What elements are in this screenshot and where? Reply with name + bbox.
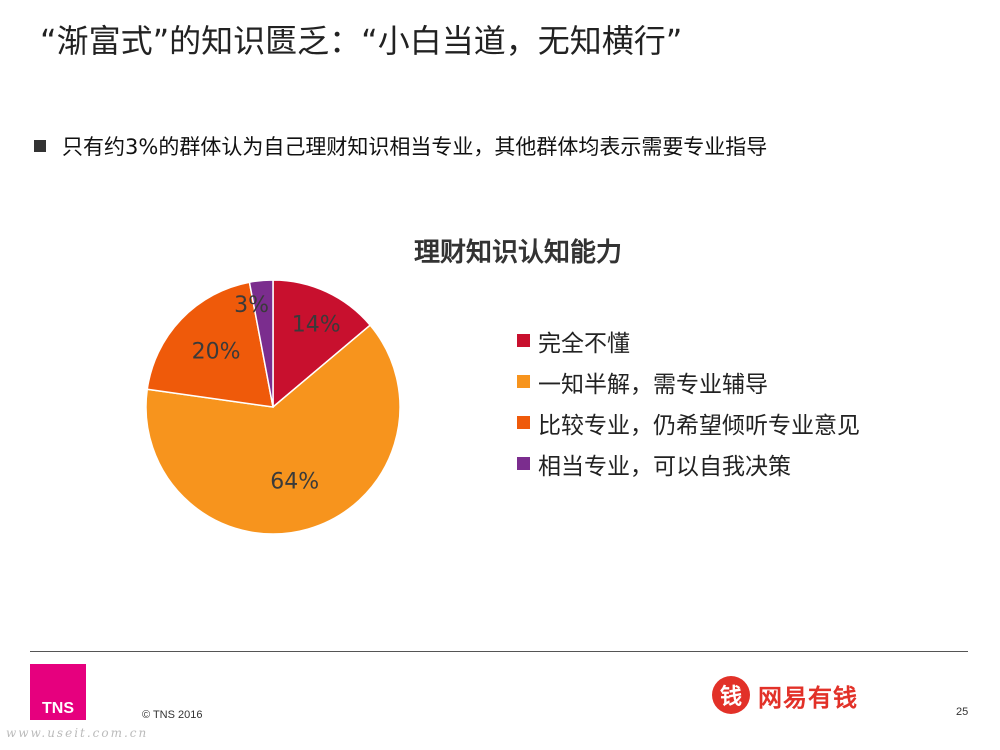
footer-divider: [30, 651, 968, 652]
legend-label: 相当专业，可以自我决策: [538, 453, 791, 480]
pie-slice-1: [145, 324, 401, 535]
pie-label-2: 20%: [192, 340, 241, 365]
legend-item-0: 完全不懂: [517, 320, 860, 361]
legend-swatch: [517, 457, 530, 470]
chart-legend: 完全不懂 一知半解，需专业辅导 比较专业，仍希望倾听专业意见 相当专业，可以自我…: [517, 320, 860, 484]
legend-label: 比较专业，仍希望倾听专业意见: [538, 412, 860, 439]
pie-label-1: 64%: [270, 470, 319, 495]
watermark-text: www.useit.com.cn: [6, 726, 149, 740]
bullet-point: 只有约3%的群体认为自己理财知识相当专业，其他群体均表示需要专业指导: [34, 131, 767, 161]
bullet-text: 只有约3%的群体认为自己理财知识相当专业，其他群体均表示需要专业指导: [62, 135, 768, 159]
legend-swatch: [517, 375, 530, 388]
legend-swatch: [517, 416, 530, 429]
legend-label: 一知半解，需专业辅导: [538, 371, 768, 398]
legend-label: 完全不懂: [538, 330, 630, 357]
chart-title: 理财知识认知能力: [414, 238, 623, 268]
pie-slice-2: [146, 281, 274, 408]
brand-logo: 钱 网易有钱: [712, 676, 858, 714]
pie-label-3: 3%: [234, 293, 269, 318]
legend-item-3: 相当专业，可以自我决策: [517, 443, 860, 484]
page-number: 25: [956, 706, 969, 718]
pie-slice-0: [272, 279, 372, 409]
legend-item-2: 比较专业，仍希望倾听专业意见: [517, 402, 860, 443]
pie-chart: 14% 64% 20% 3%: [145, 279, 401, 535]
money-icon: 钱: [712, 676, 750, 714]
slide-title: “渐富式”的知识匮乏：“小白当道，无知横行”: [40, 22, 683, 60]
pie-label-0: 14%: [292, 313, 341, 338]
legend-item-1: 一知半解，需专业辅导: [517, 361, 860, 402]
tns-logo: TNS: [30, 664, 86, 720]
brand-name: 网易有钱: [758, 683, 858, 712]
copyright-text: © TNS 2016: [142, 709, 203, 721]
legend-swatch: [517, 334, 530, 347]
bullet-square-icon: [34, 140, 46, 152]
pie-slice-3: [248, 279, 274, 408]
